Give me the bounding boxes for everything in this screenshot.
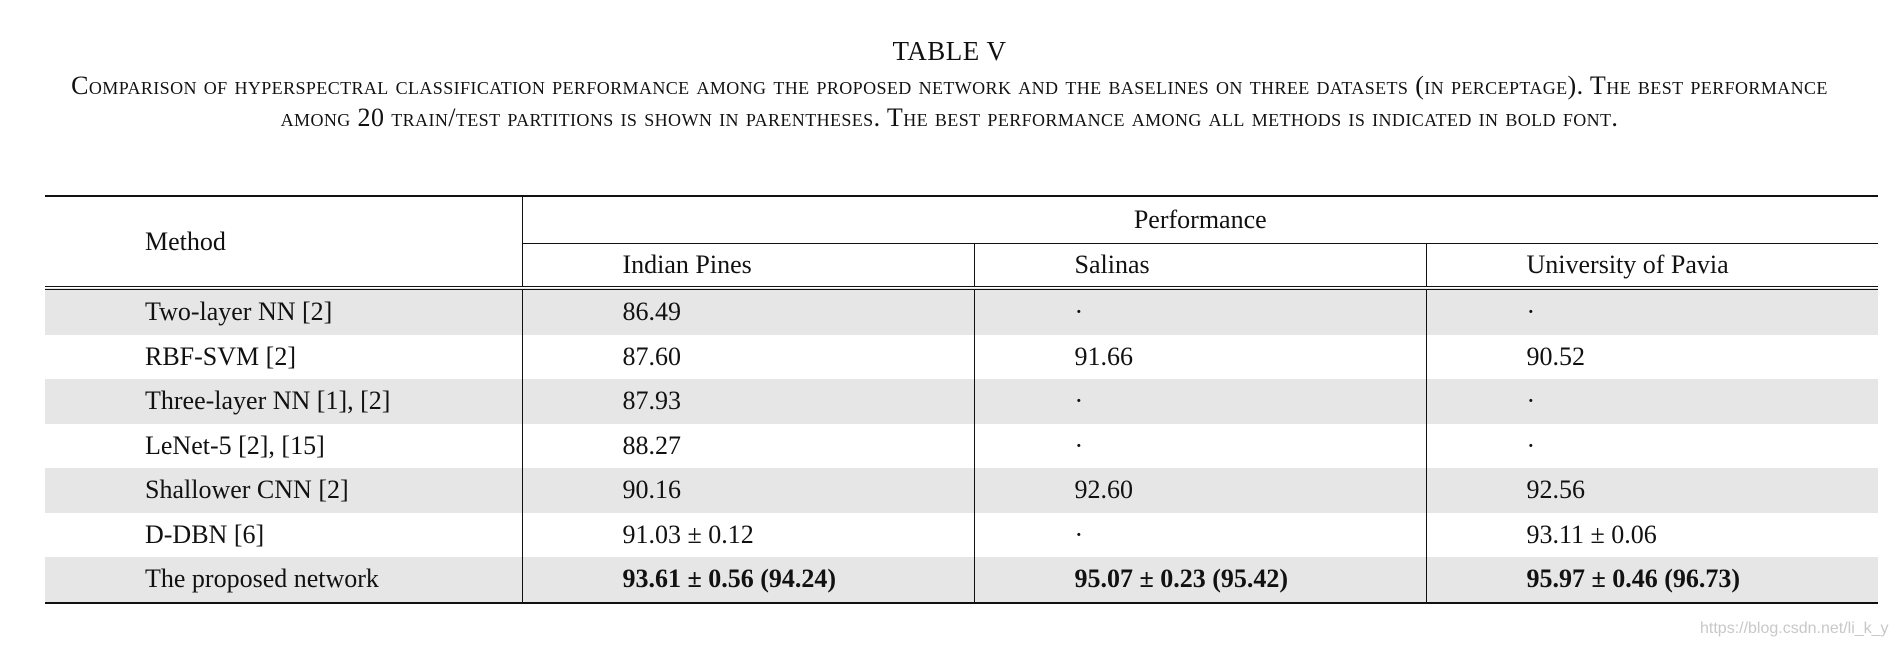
- table-row: The proposed network 93.61 ± 0.56 (94.24…: [45, 557, 1879, 604]
- value-cell: ·: [974, 512, 1427, 557]
- method-cell: The proposed network: [45, 557, 523, 604]
- value-cell: ·: [974, 379, 1427, 424]
- method-cell: Three-layer NN [1], [2]: [45, 379, 523, 424]
- value-cell: 91.03 ± 0.12: [522, 512, 975, 557]
- value-cell: ·: [974, 423, 1427, 468]
- table-row: D-DBN [6] 91.03 ± 0.12 · 93.11 ± 0.06: [45, 512, 1878, 557]
- table-row: Shallower CNN [2] 90.16 92.60 92.56: [45, 468, 1879, 513]
- best-value-cell: 95.07 ± 0.23 (95.42): [974, 557, 1427, 604]
- value-cell: 87.60: [522, 334, 975, 379]
- best-value-cell: 93.61 ± 0.56 (94.24): [522, 557, 975, 604]
- table-row: Two-layer NN [2] 86.49 · ·: [45, 286, 1879, 335]
- value-cell: 90.16: [522, 468, 975, 513]
- value-cell: ·: [1426, 379, 1879, 424]
- dataset-header-indian-pines: Indian Pines: [522, 243, 975, 289]
- value-cell: 88.27: [522, 423, 975, 468]
- value-cell: ·: [1526, 430, 1536, 460]
- value-cell: 86.49: [522, 286, 975, 335]
- method-column-header: Method: [45, 195, 523, 289]
- table-row: Three-layer NN [1], [2] 87.93 · ·: [45, 379, 1879, 424]
- method-cell: Two-layer NN [2]: [45, 286, 523, 335]
- value-cell: 91.66: [974, 334, 1427, 379]
- value-cell: 92.60: [974, 468, 1427, 513]
- table-row: LeNet-5 [2], [15] 88.27 · ·: [45, 423, 1878, 468]
- watermark: https://blog.csdn.net/li_k_y: [1700, 620, 1889, 637]
- value-cell: ·: [974, 286, 1427, 335]
- value-cell: 93.11 ± 0.06: [1526, 519, 1657, 549]
- value-cell: 92.56: [1426, 468, 1879, 513]
- value-cell: 87.93: [522, 379, 975, 424]
- performance-column-header: Performance: [522, 195, 1879, 244]
- table-row: RBF-SVM [2] 87.60 91.66 90.52: [45, 334, 1878, 379]
- method-cell: RBF-SVM [2]: [45, 334, 523, 379]
- value-cell: 90.52: [1526, 341, 1586, 371]
- method-cell: D-DBN [6]: [45, 512, 523, 557]
- method-cell: LeNet-5 [2], [15]: [45, 423, 523, 468]
- results-table: Method Performance Indian Pines Salinas …: [45, 195, 1879, 604]
- method-cell: Shallower CNN [2]: [45, 468, 523, 513]
- dataset-header-university-of-pavia: University of Pavia: [1426, 243, 1879, 289]
- table-caption: Comparison of hyperspectral classificati…: [71, 71, 1828, 132]
- value-cell: ·: [1426, 286, 1879, 335]
- dataset-header-salinas: Salinas: [974, 243, 1427, 289]
- table-label: TABLE V: [892, 36, 1007, 66]
- best-value-cell: 95.97 ± 0.46 (96.73): [1426, 557, 1879, 604]
